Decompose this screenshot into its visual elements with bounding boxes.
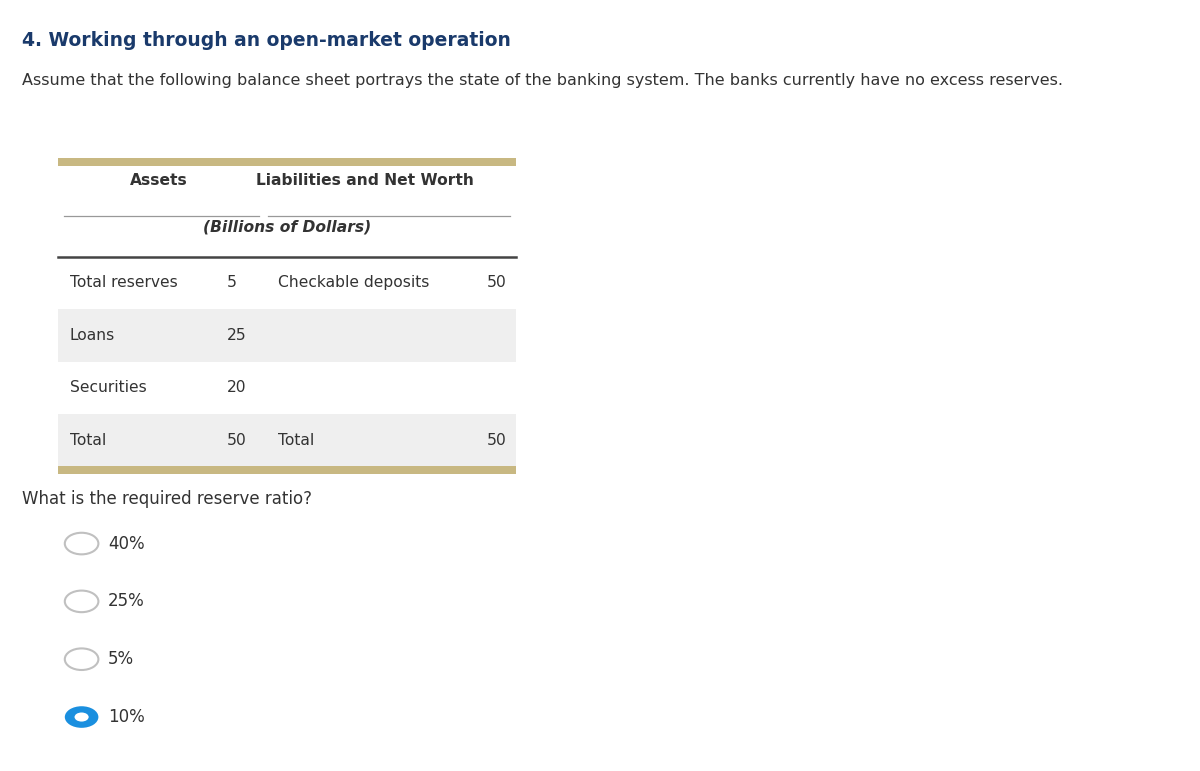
FancyBboxPatch shape: [58, 466, 516, 474]
Text: 50: 50: [227, 433, 247, 448]
Text: Total reserves: Total reserves: [70, 275, 178, 291]
Text: 50: 50: [487, 275, 506, 291]
Text: 50: 50: [487, 433, 506, 448]
Text: Total: Total: [70, 433, 106, 448]
Text: Assume that the following balance sheet portrays the state of the banking system: Assume that the following balance sheet …: [22, 73, 1063, 88]
FancyBboxPatch shape: [58, 414, 516, 466]
Text: 20: 20: [227, 380, 247, 396]
Text: Assets: Assets: [130, 173, 187, 188]
Text: 5%: 5%: [108, 650, 134, 668]
Text: 5: 5: [227, 275, 238, 291]
Text: (Billions of Dollars): (Billions of Dollars): [203, 220, 371, 234]
Text: 25: 25: [227, 328, 247, 343]
Text: 4. Working through an open-market operation: 4. Working through an open-market operat…: [22, 31, 510, 50]
Text: 10%: 10%: [108, 708, 145, 726]
Circle shape: [65, 648, 98, 670]
Circle shape: [65, 706, 98, 728]
Text: Checkable deposits: Checkable deposits: [277, 275, 430, 291]
Circle shape: [74, 712, 89, 722]
Text: Loans: Loans: [70, 328, 115, 343]
Text: Securities: Securities: [70, 380, 146, 396]
FancyBboxPatch shape: [58, 158, 516, 166]
Text: 25%: 25%: [108, 592, 145, 611]
FancyBboxPatch shape: [58, 309, 516, 362]
Circle shape: [65, 533, 98, 554]
Circle shape: [65, 591, 98, 612]
Text: 40%: 40%: [108, 534, 145, 553]
Text: Total: Total: [277, 433, 314, 448]
Text: Liabilities and Net Worth: Liabilities and Net Worth: [256, 173, 474, 188]
Text: What is the required reserve ratio?: What is the required reserve ratio?: [22, 490, 312, 507]
